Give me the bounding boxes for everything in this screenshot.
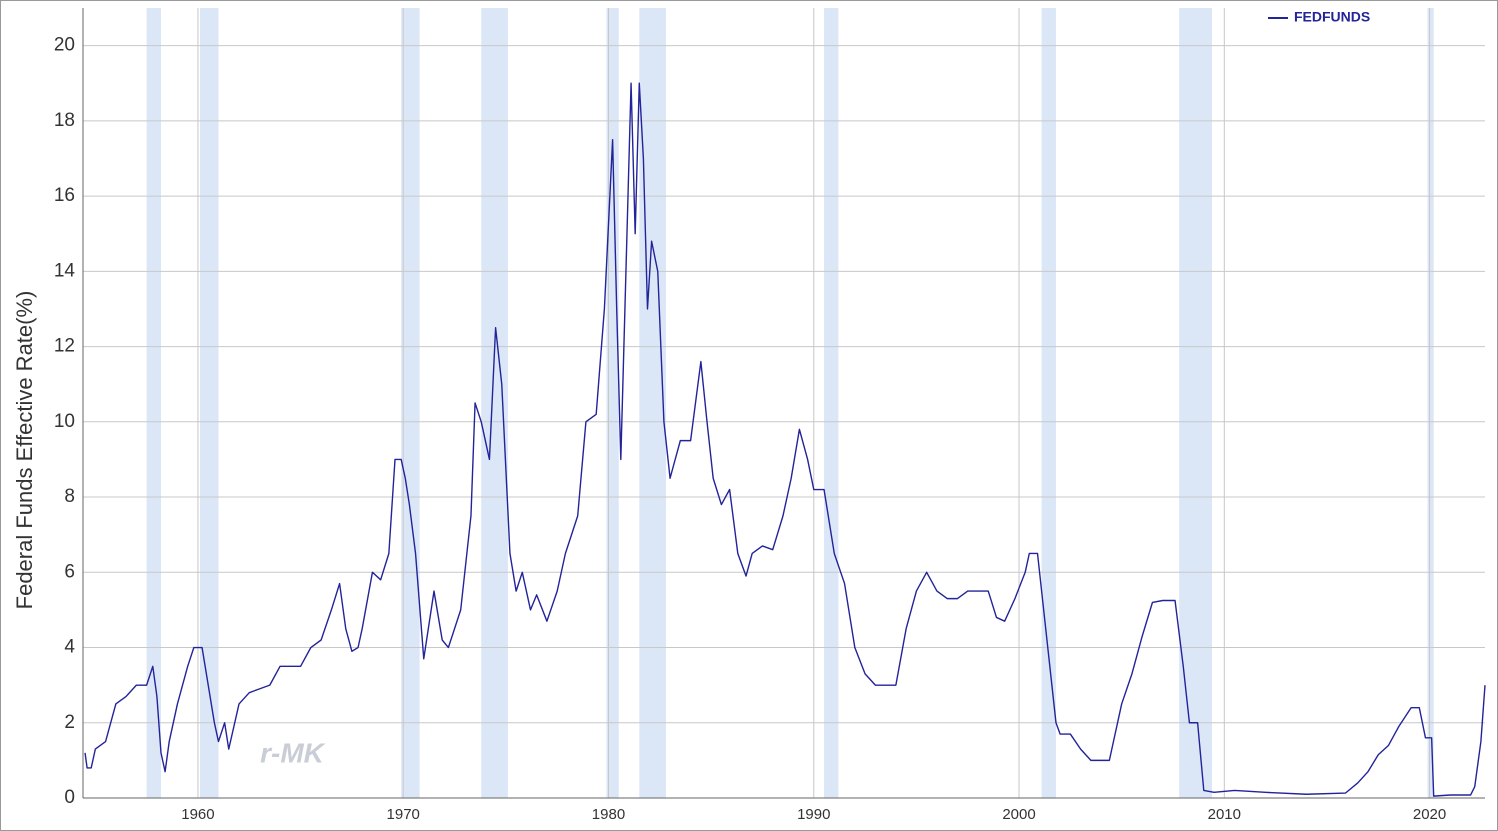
- y-tick-label: 2: [64, 712, 75, 733]
- recession-band: [200, 8, 219, 798]
- recession-band: [639, 8, 666, 798]
- y-tick-label: 0: [64, 787, 75, 808]
- y-tick-label: 4: [64, 637, 75, 658]
- y-tick-label: 16: [54, 185, 75, 206]
- x-tick-label: 1990: [797, 806, 830, 823]
- y-tick-label: 18: [54, 110, 75, 131]
- x-tick-label: 2010: [1208, 806, 1241, 823]
- y-tick-label: 10: [54, 411, 75, 432]
- x-tick-label: 1970: [387, 806, 420, 823]
- y-tick-label: 12: [54, 336, 75, 357]
- recession-band: [1179, 8, 1212, 798]
- recession-band: [1041, 8, 1056, 798]
- y-tick-label: 14: [54, 260, 76, 281]
- x-tick-label: 2020: [1413, 806, 1446, 823]
- x-tick-label: 2000: [1002, 806, 1035, 823]
- recession-band: [1427, 8, 1434, 798]
- x-tick-label: 1980: [592, 806, 625, 823]
- y-tick-label: 8: [64, 486, 75, 507]
- recession-band: [146, 8, 162, 798]
- y-tick-label: 6: [64, 561, 75, 582]
- recession-band: [401, 8, 420, 798]
- x-tick-label: 1960: [181, 806, 214, 823]
- y-tick-label: 20: [54, 35, 75, 56]
- recession-band: [824, 8, 839, 798]
- y-axis-label: Federal Funds Effective Rate(%): [12, 291, 37, 610]
- series-line: [84, 82, 1486, 797]
- legend-label: FEDFUNDS: [1294, 9, 1370, 25]
- recession-band: [481, 8, 508, 798]
- watermark: r-MK: [260, 737, 326, 768]
